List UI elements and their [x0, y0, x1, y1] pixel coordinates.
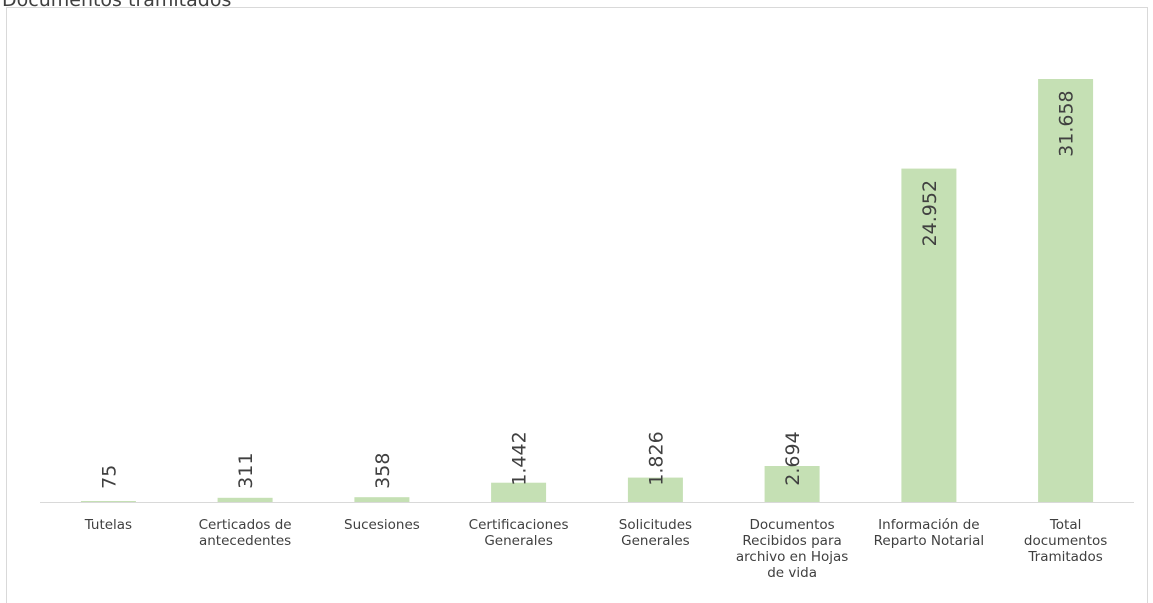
bar-3 — [354, 497, 410, 502]
category-label-7: Información de Reparto Notarial — [874, 517, 985, 549]
data-label-5: 1.826 — [645, 431, 667, 485]
bar-4 — [491, 482, 547, 502]
category-label-5: Solicitudes Generales — [619, 517, 692, 549]
data-label-8: 31.658 — [1056, 90, 1078, 156]
data-label-7: 24.952 — [919, 180, 941, 246]
category-label-1: Tutelas — [84, 517, 132, 533]
data-label-6: 2.694 — [782, 431, 804, 485]
bar-7 — [901, 168, 957, 502]
bar-8 — [1038, 79, 1094, 502]
bar-2 — [217, 497, 273, 502]
data-label-1: 75 — [98, 465, 120, 489]
chart-title: Documentos tramitados — [2, 0, 232, 11]
category-label-3: Sucesiones — [344, 517, 420, 533]
data-label-4: 1.442 — [509, 431, 531, 485]
bar-5 — [627, 477, 683, 502]
chart-frame-right — [1147, 7, 1148, 603]
data-label-3: 358 — [372, 453, 394, 489]
bar-1 — [80, 501, 136, 502]
category-label-2: Certicados de antecedentes — [199, 517, 292, 549]
chart-frame-left — [6, 7, 7, 603]
category-label-8: Total documentos Tramitados — [1024, 517, 1107, 565]
chart-frame-top — [6, 7, 1148, 8]
category-label-6: Documentos Recibidos para archivo en Hojas… — [736, 517, 848, 581]
bar-6 — [764, 466, 820, 502]
category-label-4: Certificaciones Generales — [469, 517, 569, 549]
data-label-2: 311 — [235, 453, 257, 489]
